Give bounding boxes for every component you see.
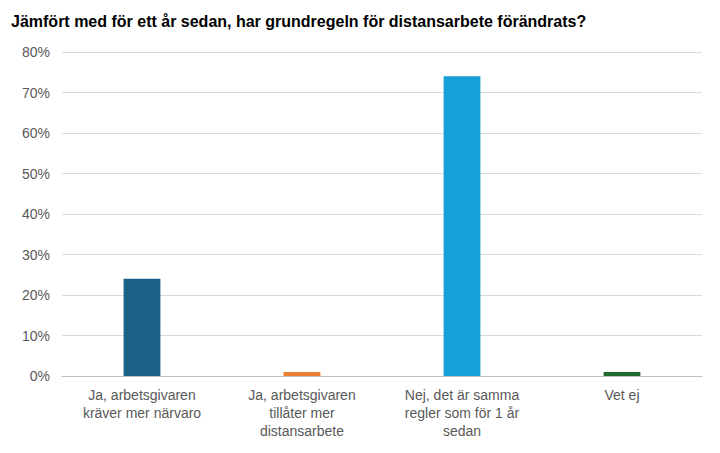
svg-text:sedan: sedan <box>443 423 481 439</box>
svg-text:10%: 10% <box>22 328 50 344</box>
svg-text:40%: 40% <box>22 206 50 222</box>
svg-text:regler som för 1 år: regler som för 1 år <box>405 405 520 421</box>
svg-text:Vet ej: Vet ej <box>604 387 639 403</box>
svg-text:Jämfört med för ett år sedan,: Jämfört med för ett år sedan, har grundr… <box>11 13 586 30</box>
svg-text:kräver mer närvaro: kräver mer närvaro <box>83 405 201 421</box>
svg-text:0%: 0% <box>30 368 50 384</box>
svg-text:60%: 60% <box>22 125 50 141</box>
svg-text:50%: 50% <box>22 166 50 182</box>
svg-text:20%: 20% <box>22 287 50 303</box>
svg-text:distansarbete: distansarbete <box>260 423 344 439</box>
svg-text:30%: 30% <box>22 247 50 263</box>
svg-text:Ja, arbetsgivaren: Ja, arbetsgivaren <box>88 387 195 403</box>
svg-text:70%: 70% <box>22 85 50 101</box>
svg-text:Ja, arbetsgivaren: Ja, arbetsgivaren <box>248 387 355 403</box>
svg-text:Nej, det är samma: Nej, det är samma <box>405 387 520 403</box>
svg-text:80%: 80% <box>22 44 50 60</box>
svg-text:tillåter mer: tillåter mer <box>269 405 335 421</box>
